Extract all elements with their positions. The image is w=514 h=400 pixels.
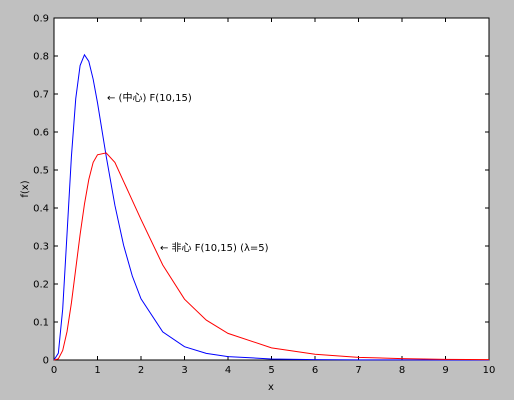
y-tick-label: 0.5 — [33, 166, 49, 177]
x-tick-label: 3 — [181, 365, 187, 376]
y-tick-label: 0.1 — [33, 318, 49, 329]
annotation: ← 非心 F(10,15) (λ=5) — [160, 242, 269, 254]
plot-area — [53, 17, 490, 361]
annotation: ← (中心) F(10,15) — [107, 91, 192, 104]
y-tick-label: 0.4 — [33, 204, 49, 215]
x-tick-label: 4 — [225, 365, 231, 376]
x-tick-label: 2 — [138, 365, 144, 376]
x-tick-label: 1 — [94, 365, 100, 376]
y-tick-label: 0.8 — [33, 52, 49, 63]
x-tick-label: 9 — [442, 365, 448, 376]
x-tick-label: 7 — [355, 365, 361, 376]
x-tick-label: 8 — [399, 365, 405, 376]
y-tick-label: 0.7 — [33, 90, 49, 101]
x-tick-label: 0 — [51, 365, 57, 376]
x-tick-label: 10 — [483, 365, 496, 376]
y-axis-label: f(x) — [20, 180, 31, 197]
x-tick-label: 5 — [268, 365, 274, 376]
y-tick-label: 0.2 — [33, 280, 49, 291]
x-axis-label: x — [268, 382, 274, 393]
y-tick-label: 0.6 — [33, 128, 49, 139]
x-tick-label: 6 — [312, 365, 318, 376]
y-tick-label: 0.9 — [33, 14, 49, 25]
y-tick-label: 0 — [43, 356, 49, 367]
line — [53, 53, 490, 361]
y-tick-label: 0.3 — [33, 242, 49, 253]
line — [53, 152, 490, 361]
